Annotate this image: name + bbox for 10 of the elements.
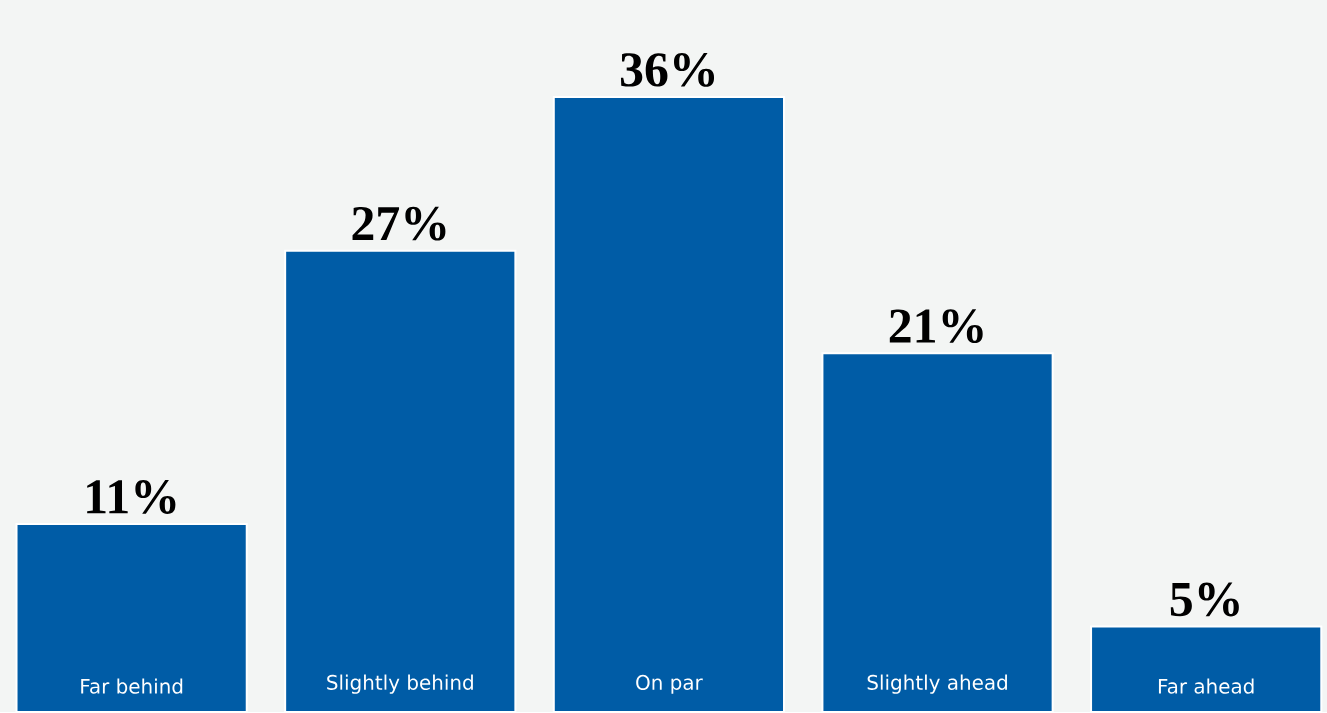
- x-tick-label: Slightly behind: [327, 674, 473, 694]
- data-label: 5%: [1170, 582, 1239, 617]
- x-tick-label: Slightly ahead: [867, 674, 1007, 694]
- data-label: 27%: [352, 206, 446, 241]
- data-label: 36%: [620, 53, 715, 87]
- data-label: 11%: [87, 480, 176, 514]
- x-tick-label: Far ahead: [1158, 678, 1254, 694]
- x-tick-label: Far behind: [81, 678, 183, 694]
- x-tick-label: On par: [636, 674, 703, 694]
- data-label: 21%: [889, 309, 983, 344]
